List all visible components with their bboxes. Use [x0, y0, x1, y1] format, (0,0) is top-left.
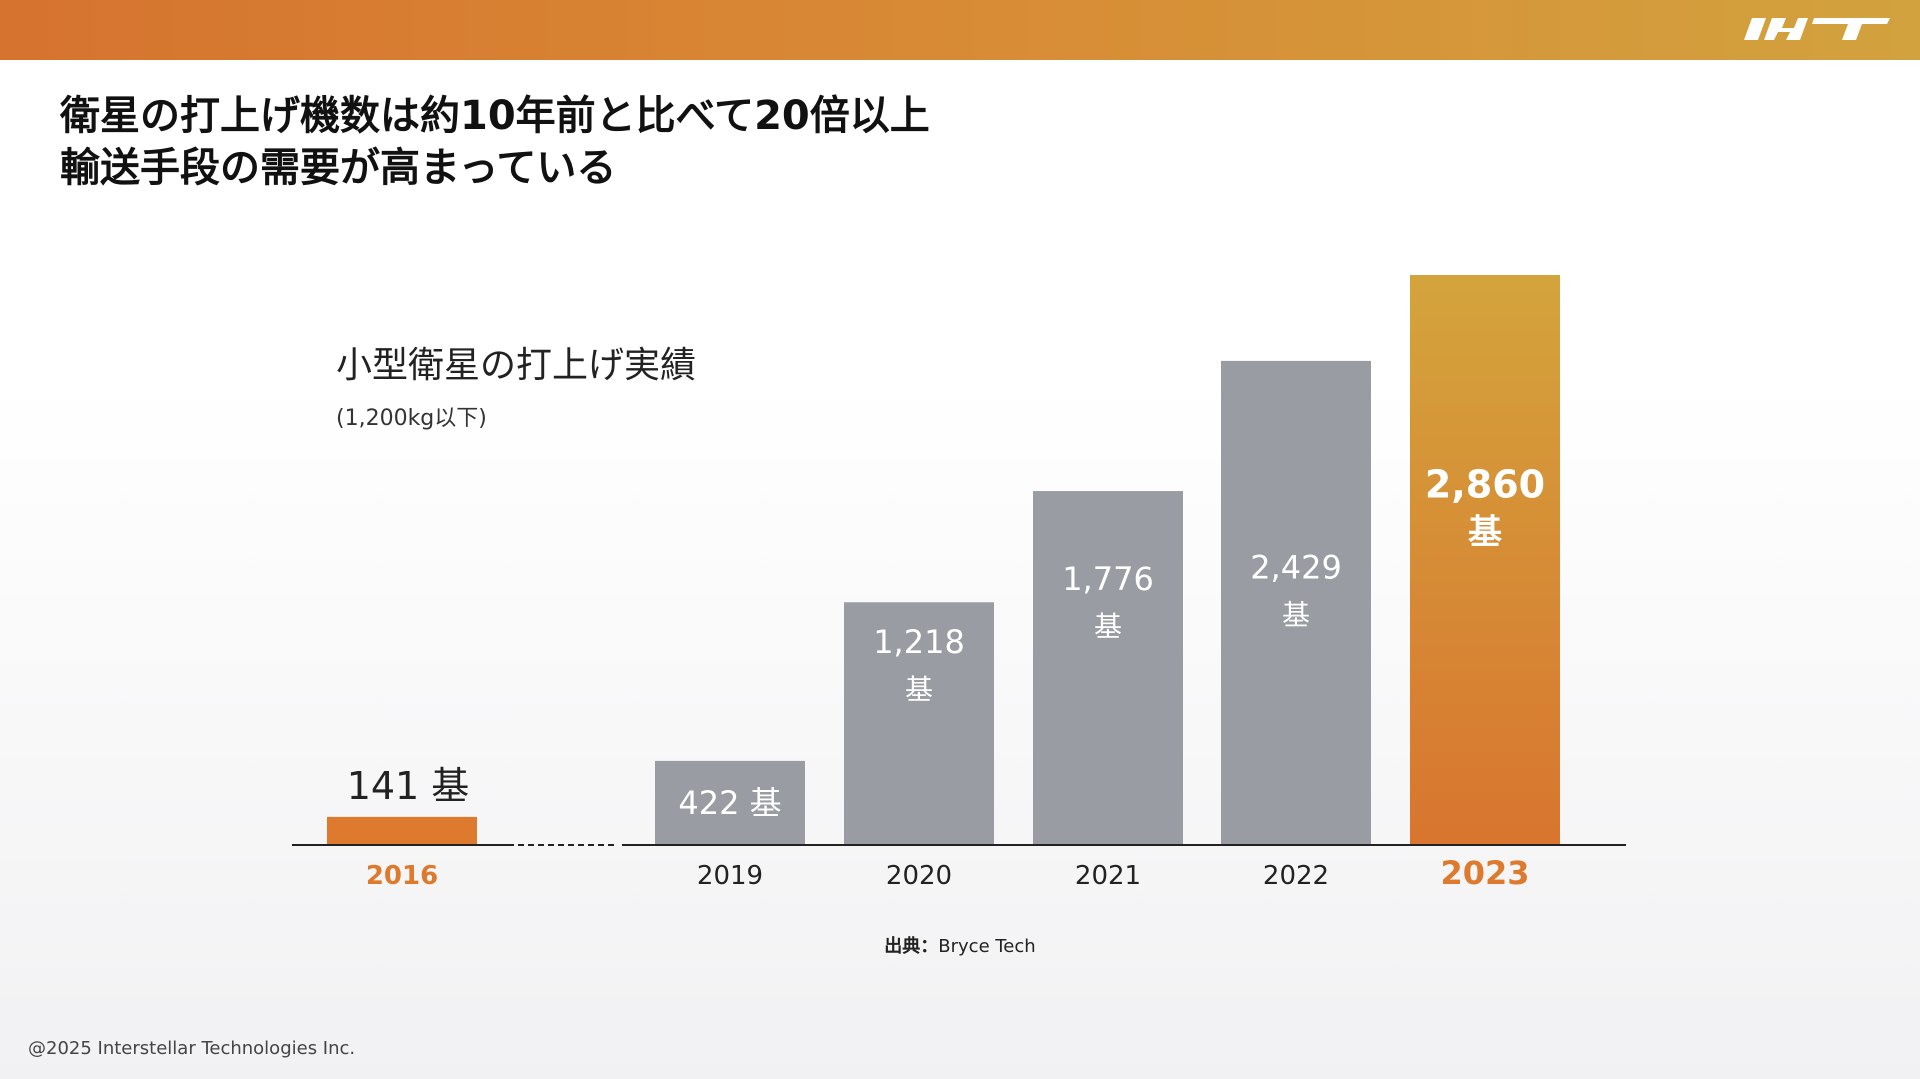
bar-2020 — [844, 602, 994, 845]
value-label-2019: 422 基 — [678, 784, 781, 822]
headline-line-1: 衛星の打上げ機数は約10年前と比べて20倍以上 — [60, 93, 930, 139]
tick-label-2020: 2020 — [886, 861, 952, 891]
bar-2016 — [327, 816, 477, 845]
unit-label-2020: 基 — [905, 673, 933, 706]
tick-label-2016: 2016 — [366, 861, 438, 891]
bar-2022 — [1221, 360, 1371, 845]
unit-label-2021: 基 — [1094, 610, 1122, 643]
bar-2021 — [1033, 491, 1183, 845]
tick-label-2022: 2022 — [1263, 861, 1329, 891]
value-label-2022: 2,429 — [1250, 549, 1342, 587]
top-banner — [0, 0, 1920, 60]
bar-2019 — [655, 760, 805, 845]
value-label-2016: 141 基 — [347, 764, 470, 808]
headline-line-2: 輸送手段の需要が高まっている — [60, 145, 617, 191]
value-label-2020: 1,218 — [873, 623, 965, 661]
value-label-2023: 2,860 — [1425, 462, 1545, 506]
tick-label-2019: 2019 — [697, 861, 763, 891]
ist-logo-icon — [1744, 18, 1890, 40]
chart-title: 小型衛星の打上げ実績 — [336, 345, 697, 386]
source-label: 出典： — [884, 936, 939, 957]
source-note: 出典：Bryce Tech — [0, 932, 1920, 958]
bar-2023 — [1410, 275, 1560, 845]
unit-label-2022: 基 — [1282, 599, 1310, 632]
value-label-2021: 1,776 — [1062, 560, 1154, 598]
copyright: @2025 Interstellar Technologies Inc. — [28, 1038, 356, 1059]
chart-subtitle: (1,200kg以下) — [336, 406, 487, 431]
tick-label-2021: 2021 — [1075, 861, 1141, 891]
page-headline: 衛星の打上げ機数は約10年前と比べて20倍以上 輸送手段の需要が高まっている — [60, 90, 930, 194]
source-value: Bryce Tech — [938, 936, 1036, 957]
unit-label-2023: 基 — [1468, 512, 1502, 552]
tick-label-2023: 2023 — [1440, 854, 1529, 892]
